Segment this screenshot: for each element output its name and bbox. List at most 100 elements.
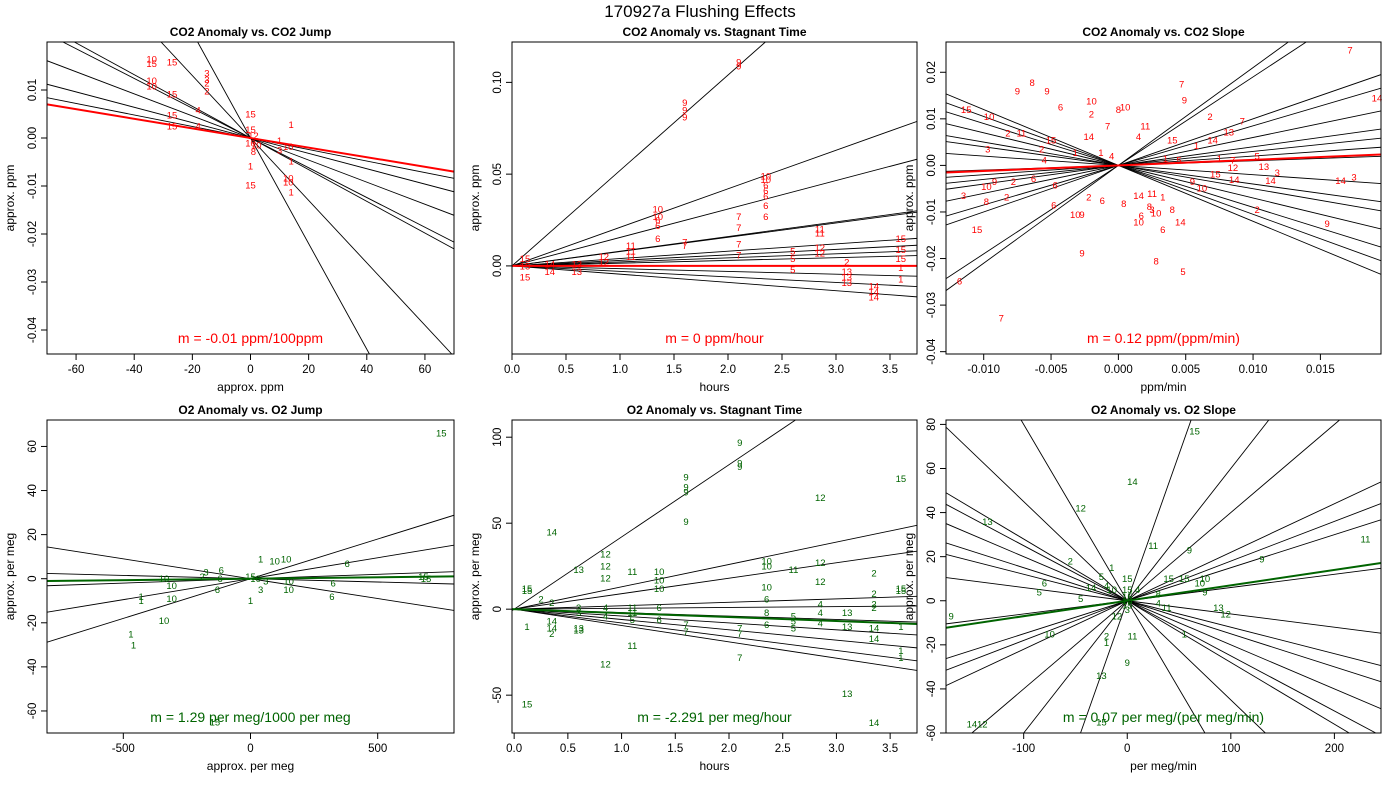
data-point: 5	[1078, 594, 1083, 605]
data-point: 9	[682, 98, 687, 109]
data-point: 7	[1179, 79, 1184, 90]
y-tick-label: 0.02	[926, 61, 938, 83]
data-point: 14	[869, 624, 880, 635]
data-point: 7	[737, 629, 742, 640]
x-tick-label: 0.015	[1306, 364, 1335, 376]
data-point: 6	[331, 579, 336, 590]
fit-line	[512, 605, 917, 610]
fit-line	[1023, 420, 1270, 733]
data-point: 11	[627, 567, 637, 578]
data-point: 15	[522, 584, 533, 595]
data-point: 10	[1106, 585, 1117, 596]
x-tick-label: 1.5	[666, 364, 682, 376]
data-point: 10	[1194, 579, 1205, 590]
data-point: 15	[520, 254, 531, 265]
data-point: 3	[258, 585, 263, 596]
fit-line	[946, 102, 1381, 262]
data-point: 12	[1228, 163, 1239, 174]
x-tick-label: 0.010	[1239, 364, 1268, 376]
y-tick-label: 40	[926, 506, 938, 519]
data-point: 3	[1351, 173, 1356, 184]
data-point: 15	[522, 699, 533, 710]
data-point: 4	[1156, 598, 1161, 609]
data-point: 6	[655, 221, 660, 232]
data-point: 15	[896, 586, 907, 597]
y-tick-label: -20	[27, 614, 39, 631]
data-point: 9	[683, 483, 688, 494]
data-point: 11	[815, 225, 825, 236]
x-tick-label: -0.005	[1035, 364, 1068, 376]
data-point: 14	[869, 282, 880, 293]
data-point: 15	[1122, 601, 1133, 612]
data-point: 2	[1207, 112, 1212, 123]
data-point: 7	[737, 624, 742, 635]
data-point: 9	[683, 488, 688, 499]
data-point: 1	[289, 157, 294, 168]
data-point: 13	[573, 565, 584, 576]
data-point: 5	[1180, 267, 1185, 278]
figure-title: 170927a Flushing Effects	[604, 2, 796, 21]
fit-line	[512, 608, 917, 636]
data-point: 2	[1068, 557, 1073, 568]
data-point: 1	[258, 554, 263, 565]
data-point: 1	[289, 120, 294, 131]
data-point: 7	[736, 223, 741, 234]
panel-title: O2 Anomaly vs. Stagnant Time	[627, 403, 803, 417]
data-point: 15	[961, 105, 972, 116]
data-point: 12	[599, 258, 610, 269]
fit-line	[946, 503, 1381, 671]
data-point: 6	[215, 585, 220, 596]
data-point: 12	[599, 252, 610, 263]
data-point: 2	[871, 603, 876, 614]
data-point: 9	[737, 458, 742, 469]
data-point: 9	[736, 58, 741, 69]
fit-line	[512, 265, 917, 298]
data-point: 1	[1098, 148, 1103, 159]
data-point: 6	[1160, 225, 1165, 236]
data-point: 15	[167, 58, 178, 69]
chart-panel-5: O2 Anomaly vs. Stagnant Time999999915121…	[468, 403, 918, 773]
data-point: 10	[283, 142, 294, 153]
data-point: 15	[245, 125, 256, 136]
data-point: 11	[627, 603, 637, 614]
fit-line	[512, 550, 917, 610]
data-point: 9	[1190, 177, 1195, 188]
data-point: 3	[263, 576, 268, 587]
x-tick-label: 2.5	[775, 743, 791, 755]
y-tick-label: -40	[926, 681, 938, 698]
data-point: 14	[1207, 135, 1218, 146]
y-axis-label: approx. per meg	[3, 533, 17, 620]
data-point: 11	[1148, 541, 1158, 552]
data-point: 9	[1015, 86, 1020, 97]
data-point: 14	[1229, 175, 1240, 186]
data-point: 10	[1070, 210, 1081, 221]
y-tick-label: 0.01	[27, 79, 39, 101]
data-point: 10	[1200, 574, 1211, 585]
data-point: 1	[898, 646, 903, 657]
data-point: 10	[166, 594, 177, 605]
data-point: 15	[167, 110, 178, 121]
data-point: 4	[1104, 581, 1109, 592]
data-point: 12	[815, 243, 826, 254]
data-point: 9	[737, 462, 742, 473]
fit-line	[512, 608, 917, 671]
data-point: 10	[251, 141, 262, 152]
y-tick-label: 0	[27, 576, 39, 582]
plot-frame	[511, 419, 918, 734]
slope-annotation: m = 0 ppm/hour	[665, 330, 764, 346]
data-point: 1	[131, 640, 136, 651]
data-point: 9	[683, 472, 688, 483]
data-point: 14	[1335, 176, 1346, 187]
data-point: 3	[204, 69, 209, 80]
data-point: 9	[1202, 587, 1207, 598]
data-point: 2	[1004, 193, 1009, 204]
x-tick-label: -500	[112, 743, 135, 755]
data-point: 3	[203, 568, 208, 579]
data-point: 9	[1125, 658, 1130, 669]
y-tick-label: 20	[27, 528, 39, 541]
x-tick-label: 3.0	[828, 743, 844, 755]
